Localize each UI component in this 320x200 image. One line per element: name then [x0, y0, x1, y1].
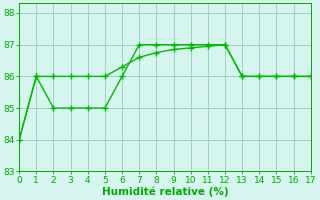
X-axis label: Humidité relative (%): Humidité relative (%)	[102, 186, 228, 197]
